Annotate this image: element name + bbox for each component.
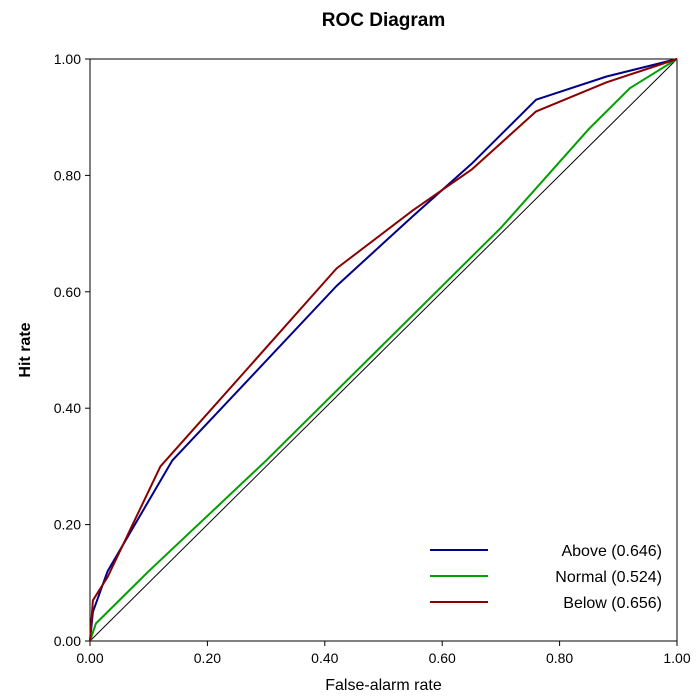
x-tick-label: 0.00 — [76, 650, 103, 666]
plot-frame — [89, 58, 678, 642]
legend-label-2: Below (0.656) — [563, 595, 662, 612]
y-tick-label: 0.20 — [54, 517, 81, 533]
y-tick-label: 0.60 — [54, 284, 81, 300]
y-tick-label: 0.80 — [54, 167, 81, 183]
y-tick-label: 0.00 — [54, 633, 81, 649]
y-tick-label: 1.00 — [54, 51, 81, 67]
x-tick-label: 0.80 — [546, 650, 573, 666]
y-tick-label: 0.40 — [54, 400, 81, 416]
diagonal-reference-line — [89, 58, 678, 642]
series-line-1 — [89, 58, 678, 642]
x-tick-label: 1.00 — [663, 650, 690, 666]
legend: Above (0.646) Normal (0.524) Below (0.656) — [430, 543, 662, 612]
chart-title: ROC Diagram — [321, 10, 446, 31]
y-axis-title: Hit rate — [17, 322, 34, 377]
series-line-2 — [89, 58, 678, 642]
legend-label-1: Normal (0.524) — [555, 569, 662, 586]
x-tick-label: 0.40 — [311, 650, 338, 666]
legend-label-0: Above (0.646) — [561, 543, 662, 560]
x-tick-label: 0.60 — [429, 650, 456, 666]
x-axis-title: False-alarm rate — [325, 677, 442, 694]
x-tick-label: 0.20 — [194, 650, 221, 666]
